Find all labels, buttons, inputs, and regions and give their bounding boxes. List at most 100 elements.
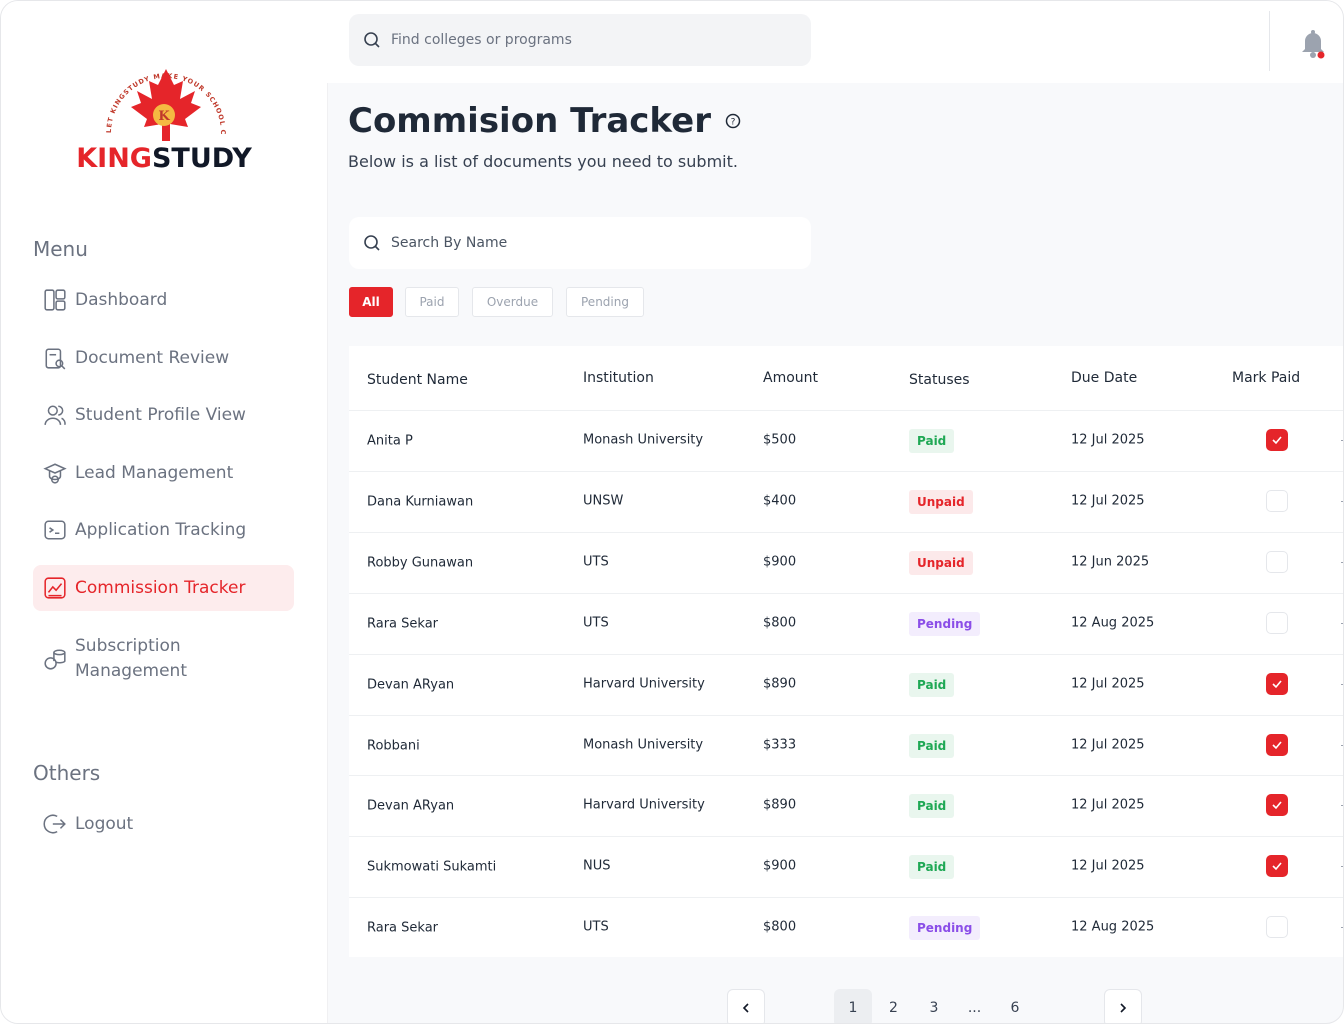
institution: Monash University [583,737,704,752]
mark-paid-checkbox[interactable] [1266,611,1288,634]
logo[interactable]: LET KINGSTUDY MAKE YOUR SCHOOL CHOICE SI… [71,41,261,181]
menu-item[interactable]: Logout [33,801,294,847]
page-number[interactable]: ... [967,1000,982,1016]
due-date: 12 Aug 2025 [1071,919,1155,935]
page-number[interactable]: 2 [889,1000,898,1016]
amount: $900 [763,554,797,570]
institution: UTS [583,615,609,631]
amount: $333 [763,737,797,752]
row-divider [349,592,1343,594]
status-pill: Paid [909,855,955,880]
mark-paid-checkbox[interactable] [1266,916,1288,939]
svg-text:KINGSTUDY: KINGSTUDY [76,143,252,174]
page-title: Commision Tracker [348,101,711,141]
institution: NUS [583,858,611,874]
institution: Monash University [583,432,704,448]
student-name: Robbani [367,738,420,753]
filter-chip[interactable]: Pending [566,287,644,317]
menu-item[interactable]: Dashboard [33,277,294,323]
mark-paid-checkbox[interactable] [1266,550,1288,573]
brand-red: KING [76,143,152,174]
student-name: Devan ARyan [367,798,455,814]
amount: $400 [763,493,797,509]
sidebar: LET KINGSTUDY MAKE YOUR SCHOOL CHOICE SI… [1,1,328,1023]
mark-paid-checkbox[interactable] [1266,794,1288,817]
menu-heading: Menu [33,237,88,261]
amount: $800 [763,615,797,631]
row-divider [349,410,1343,411]
row-divider [349,775,1343,777]
row-divider [349,470,1343,472]
column-header: Mark Paid [1232,370,1301,386]
menu-label: Lead Management [75,463,234,483]
menu-label: Commission Tracker [75,578,246,598]
amount: $890 [763,797,797,813]
menu-label: Subscription Management [75,636,187,681]
row-menu [1341,927,1343,929]
svg-text:K: K [158,109,170,124]
search-placeholder: Search By Name [391,235,508,251]
column-header: Student Name [367,372,468,388]
top-bar: Find colleges or programs [327,1,1343,83]
row-divider [349,897,1343,899]
menu-label: Logout [75,814,134,834]
status-pill: Paid [909,429,955,453]
page-subtitle: Below is a list of documents you need to… [348,152,738,171]
row-divider [349,836,1343,838]
mark-paid-checkbox[interactable] [1266,733,1288,756]
notification-bell[interactable] [1299,27,1329,61]
global-search[interactable]: Find colleges or programs [349,14,811,66]
due-date: 12 Jul 2025 [1071,797,1145,813]
others-heading: Others [33,761,101,785]
row-menu [1341,866,1343,868]
mark-paid-checkbox[interactable] [1266,429,1288,451]
institution: Harvard University [583,676,705,692]
row-menu [1341,500,1343,502]
status-pill: Pending [909,611,981,636]
row-menu [1341,805,1343,807]
search-placeholder: Find colleges or programs [391,32,572,48]
due-date: 12 Jul 2025 [1071,432,1145,448]
menu-item[interactable]: Subscription Management [33,629,294,689]
institution: UTS [583,919,609,935]
row-menu [1341,744,1343,746]
student-name: Dana Kurniawan [367,494,474,510]
page-arrow[interactable] [1104,989,1142,1023]
menu-item[interactable]: Student Profile View [33,392,294,438]
filter-chip[interactable]: Paid [405,287,459,317]
name-search[interactable]: Search By Name [349,217,811,269]
mark-paid-checkbox[interactable] [1266,855,1288,878]
row-menu [1341,622,1343,624]
page-arrow[interactable] [727,989,765,1023]
page-number[interactable]: 6 [1010,1000,1020,1016]
menu-label: Document Review [75,348,230,368]
student-name: Robby Gunawan [367,555,474,571]
due-date: 12 Aug 2025 [1071,615,1155,631]
row-menu [1341,683,1343,685]
filter-chip[interactable]: Overdue [472,287,553,317]
amount: $500 [763,432,797,448]
row-divider [349,653,1343,655]
due-date: 12 Jun 2025 [1071,554,1150,570]
column-header: Institution [583,370,654,386]
filter-chip[interactable]: All [349,287,393,317]
page-number[interactable]: 1 [834,989,872,1023]
menu-item[interactable]: Application Tracking [33,507,294,553]
status-pill: Paid [909,672,955,697]
menu-label: Student Profile View [75,405,246,425]
brand-dark: STUDY [152,143,252,174]
menu-item[interactable]: Lead Management [33,450,294,496]
mark-paid-checkbox[interactable] [1266,489,1288,512]
student-name: Devan ARyan [367,677,455,693]
page-number[interactable]: 3 [929,1000,939,1016]
student-name: Rara Sekar [367,616,439,632]
svg-text:?: ? [731,118,736,128]
commission-table: Student Name Institution Amount Statuses Due… [349,346,1343,957]
status-pill: Pending [909,916,981,941]
menu-item[interactable]: Commission Tracker [33,565,294,611]
row-menu [1341,561,1343,563]
mark-paid-checkbox[interactable] [1266,672,1288,695]
menu-item[interactable]: Document Review [33,335,294,381]
amount: $900 [763,858,797,874]
